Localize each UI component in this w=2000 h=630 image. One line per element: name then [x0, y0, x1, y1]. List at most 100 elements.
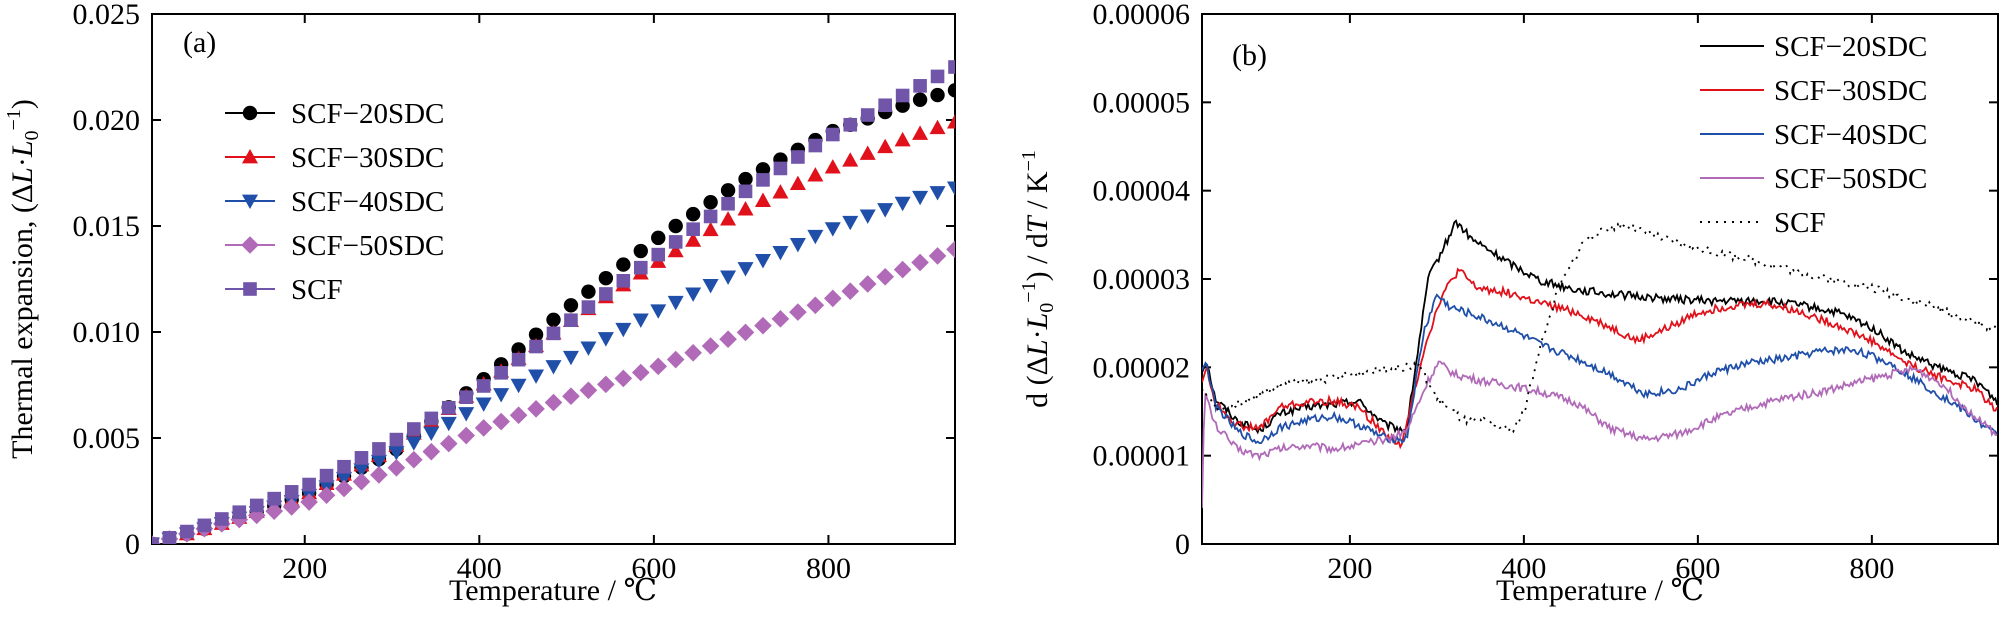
data-point [702, 278, 719, 294]
data-point [215, 512, 229, 526]
legend-marker [242, 149, 258, 164]
legend-marker [242, 194, 258, 209]
data-point [912, 125, 929, 140]
legend-entry: SCF−50SDC [225, 230, 444, 262]
y-tick-label: 0 [125, 528, 140, 561]
data-point [230, 510, 249, 529]
data-point [232, 505, 247, 519]
data-point [527, 400, 545, 418]
data-point [319, 468, 334, 483]
data-point [439, 434, 458, 453]
data-point [754, 316, 772, 335]
panel-label-b: (b) [1232, 39, 1267, 72]
legend-entry: SCF−20SDC [1700, 31, 1927, 63]
data-point [458, 407, 475, 422]
legend-entry: SCF [225, 274, 343, 306]
series-group-b [1202, 219, 1998, 509]
x-tick-label: 200 [282, 552, 327, 585]
data-point [370, 466, 388, 484]
data-point [492, 412, 510, 431]
data-point [476, 379, 491, 393]
legend-label: SCF−20SDC [291, 98, 444, 130]
x-tick-label: 800 [1849, 552, 1894, 585]
legend-marker [243, 282, 257, 296]
legend-label: SCF−20SDC [1774, 31, 1927, 63]
data-point [197, 518, 212, 533]
y-tick-label: 0.00004 [1093, 175, 1191, 208]
data-point [422, 442, 441, 461]
data-point [806, 296, 825, 315]
y-tick-label: 0.00002 [1093, 351, 1191, 384]
data-point [475, 397, 492, 412]
data-point [528, 369, 545, 384]
data-point [737, 262, 754, 277]
data-point [668, 218, 683, 234]
data-point [771, 310, 790, 328]
data-point [389, 432, 404, 447]
legend-label: SCF−40SDC [291, 186, 444, 218]
data-point [824, 159, 841, 174]
data-point [789, 303, 807, 321]
x-tick-label: 600 [631, 552, 676, 585]
x-tick-label: 600 [1675, 552, 1720, 585]
data-point [615, 322, 632, 338]
data-point [877, 203, 894, 218]
data-point [843, 117, 858, 132]
data-point [947, 114, 955, 129]
panel-a-thermal-expansion: (a) 0 0.005 0.010 0.015 0.020 0.025 200 400 600… [3, 0, 956, 607]
panel-b-derivative: (b) 0 0.00001 0.00002 0.00003 0.00004 0.00005… [1018, 0, 1999, 607]
data-point [860, 108, 875, 122]
series-SCF−50SDC [152, 240, 955, 544]
data-point [877, 138, 894, 154]
data-point [300, 493, 318, 511]
data-point [948, 60, 955, 74]
data-point [686, 222, 700, 236]
y-tick-label: 0.00005 [1093, 86, 1191, 119]
x-axis-title-b: Temperature / ℃ [1496, 574, 1704, 607]
data-point [685, 287, 702, 302]
data-point [703, 209, 718, 224]
legend-entry: SCF−40SDC [1700, 119, 1927, 151]
data-point [352, 472, 371, 491]
data-point [946, 240, 955, 259]
series-line-SCF−20SDC [1202, 219, 1998, 436]
data-point [702, 221, 719, 237]
data-point [335, 479, 353, 498]
legend-entry: SCF−50SDC [1700, 163, 1927, 195]
data-point [772, 245, 789, 261]
x-axis-title-a: Temperature / ℃ [449, 574, 657, 607]
data-point [791, 150, 805, 164]
y-axis-ticks-b: 0 0.00001 0.00002 0.00003 0.00004 0.00005 0.00… [1093, 0, 1998, 561]
x-axis-ticks-a: 200 400 600 800 [282, 14, 851, 585]
data-point [667, 242, 684, 258]
series-line-SCF−40SDC [1202, 293, 1998, 445]
panel-label-a: (a) [183, 26, 216, 59]
x-tick-label: 200 [1327, 552, 1372, 585]
data-point [405, 450, 423, 469]
data-point [581, 284, 596, 299]
data-point [738, 184, 753, 199]
data-point [721, 196, 735, 211]
data-point [754, 254, 771, 269]
data-point [684, 343, 702, 362]
data-point [493, 388, 510, 403]
data-point [562, 350, 579, 366]
data-point [878, 98, 892, 113]
data-point [407, 422, 421, 436]
data-point [546, 312, 561, 328]
y-axis-title-b: d (ΔL·L0−1) / dT / K−1 [1018, 150, 1058, 408]
data-point [597, 375, 615, 394]
data-point [826, 127, 840, 142]
data-point [876, 267, 894, 286]
data-point [337, 459, 351, 474]
legend-label: SCF−40SDC [1774, 119, 1927, 151]
data-point [701, 337, 720, 355]
data-point [859, 209, 876, 224]
data-point [581, 300, 596, 314]
data-point [895, 88, 910, 103]
data-point [440, 416, 457, 432]
data-point [249, 498, 264, 513]
data-point [789, 237, 806, 253]
legend-b: SCF−20SDC SCF−30SDC SCF−40SDC SCF−50SDC SCF [1700, 31, 1927, 239]
data-point [511, 352, 526, 367]
